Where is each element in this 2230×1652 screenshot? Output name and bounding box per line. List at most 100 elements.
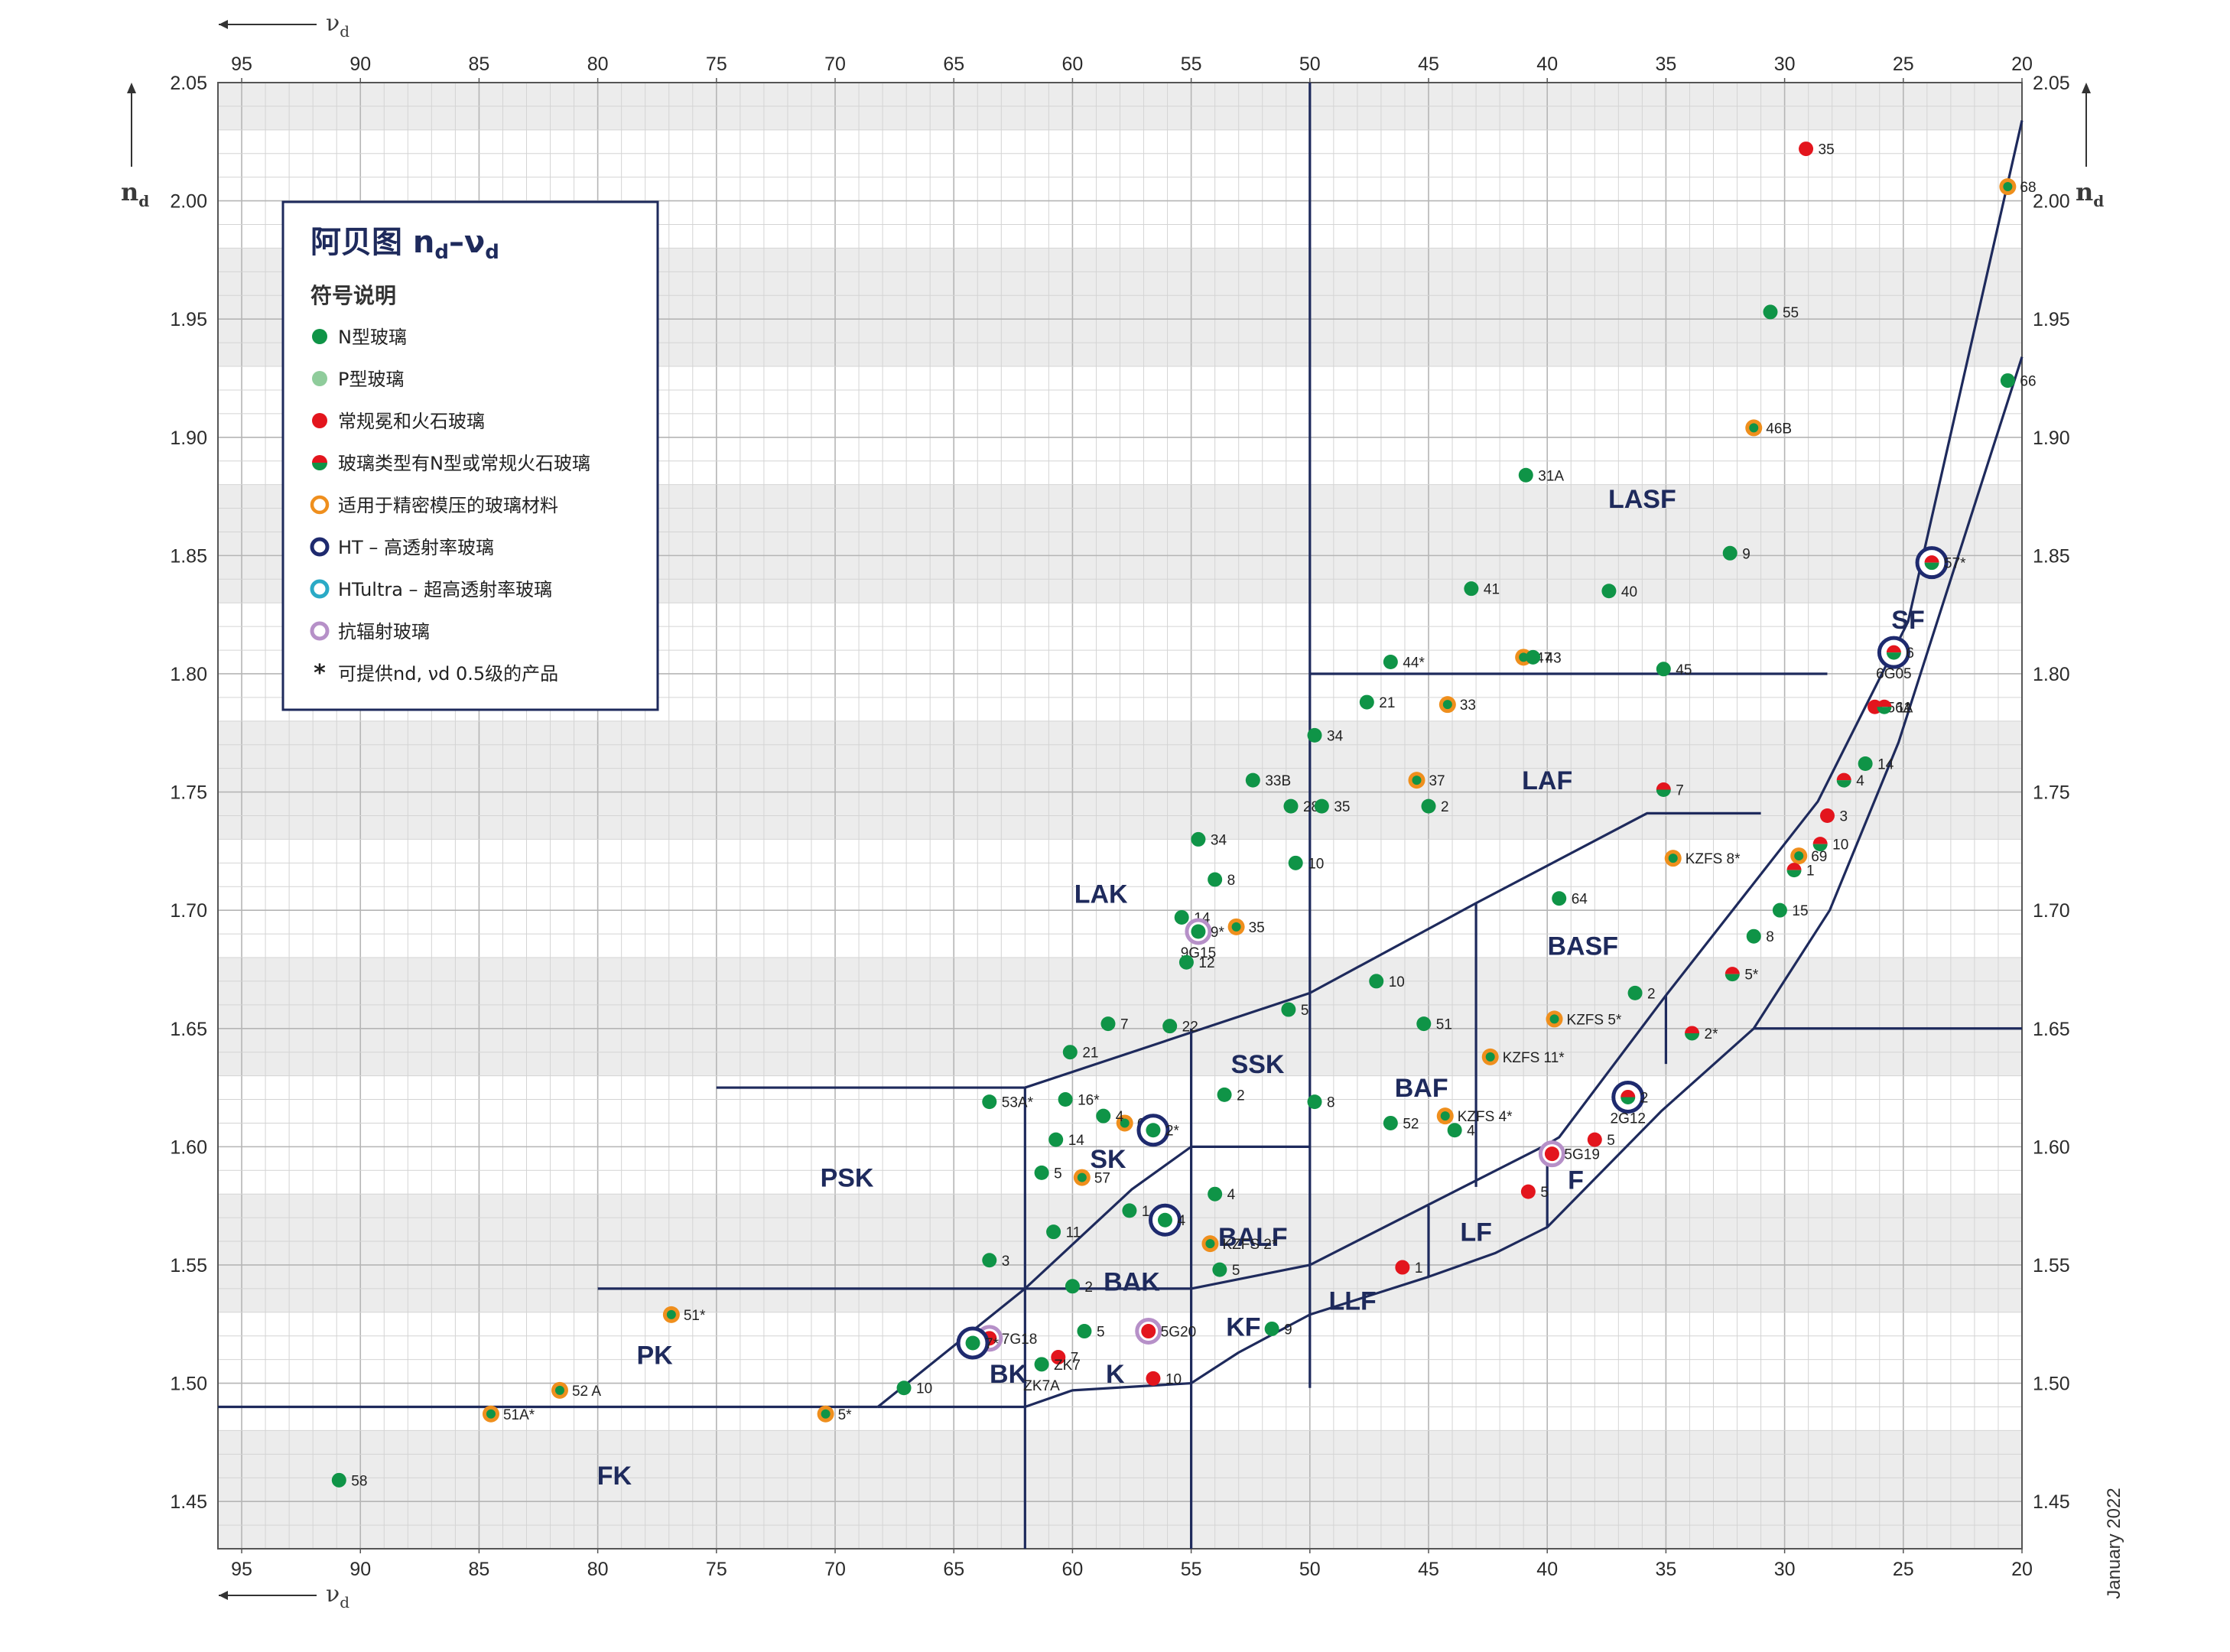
point-label: 7G18 <box>1002 1332 1037 1348</box>
x-tick-label-bottom: 85 <box>469 1559 490 1580</box>
point-label: 52 A <box>572 1384 601 1400</box>
x-axis-label: νd <box>326 1581 349 1611</box>
marker-n-type <box>1416 1016 1432 1032</box>
data-point: 57 <box>1073 1169 1110 1187</box>
data-point: 2G12 <box>1611 1111 1646 1127</box>
marker-n-type <box>331 1472 346 1488</box>
data-point: 2* <box>1136 1114 1180 1147</box>
marker-moldable-core <box>1668 854 1678 863</box>
data-point: 8 <box>1208 872 1235 889</box>
x-tick-label-top: 20 <box>2011 54 2033 75</box>
y-tick-label-left: 1.55 <box>170 1255 207 1276</box>
legend-marker <box>312 455 327 463</box>
point-label: 52 <box>1403 1116 1419 1132</box>
data-point: 31A <box>1518 467 1564 484</box>
marker-half-red <box>1886 645 1901 653</box>
point-label: 5 <box>1232 1263 1240 1279</box>
y-tick-label-right: 1.70 <box>2033 900 2070 922</box>
marker-half-red <box>1685 1026 1700 1033</box>
x-tick-label-bottom: 65 <box>943 1559 964 1580</box>
arrow-up-icon <box>127 83 136 167</box>
marker-n-type <box>1763 304 1778 320</box>
point-label: ZK7 <box>1054 1358 1081 1374</box>
x-tick-label-bottom: 35 <box>1656 1559 1677 1580</box>
marker-half-red <box>1725 967 1740 974</box>
point-label: 10 <box>1389 974 1405 990</box>
x-tick-label-top: 85 <box>469 54 490 75</box>
legend-label: HT – 高透射率玻璃 <box>338 537 494 558</box>
marker-n-type <box>1656 662 1671 677</box>
x-tick-label-top: 30 <box>1774 54 1796 75</box>
marker-n-type <box>982 1253 997 1268</box>
legend-marker <box>310 621 330 641</box>
data-point: 11 <box>1046 1224 1081 1241</box>
data-point: 12 <box>1178 954 1215 971</box>
y-tick-label-right: 2.05 <box>2033 73 2070 94</box>
legend-item-nr: 玻璃类型有N型或常规火石玻璃 <box>312 453 590 474</box>
marker-half-red <box>1877 699 1892 707</box>
marker-n-type <box>1464 581 1479 597</box>
region-label-bk: BK <box>990 1360 1028 1389</box>
legend-subtitle: 符号说明 <box>310 283 396 308</box>
marker-moldable-core <box>1077 1172 1087 1182</box>
marker-n-type <box>1421 798 1436 814</box>
marker-n-type <box>1208 1186 1223 1202</box>
marker-n-type <box>1178 954 1194 970</box>
point-label: 56A <box>1887 700 1913 716</box>
point-label: 11 <box>1066 1225 1081 1241</box>
marker-n-type <box>1034 1165 1049 1180</box>
data-point: 8 <box>1307 1094 1335 1111</box>
marker-moldable-core <box>486 1409 496 1419</box>
legend-marker <box>312 329 327 344</box>
marker-n-type <box>1722 545 1738 561</box>
data-point: 64 <box>1552 891 1588 908</box>
point-label: KZFS 4* <box>1458 1109 1513 1125</box>
x-tick-label-bottom: 70 <box>824 1559 846 1580</box>
axis-tick-labels: 9595909085858080757570706565606055555050… <box>170 54 2069 1580</box>
data-point: 33B <box>1245 772 1291 789</box>
point-label: 9* <box>1211 925 1225 941</box>
legend-marker <box>312 371 327 386</box>
marker-half-red <box>1924 555 1939 563</box>
marker-n-type <box>1048 1132 1064 1147</box>
marker-moldable-core <box>821 1409 831 1419</box>
data-point: 4 <box>1148 1203 1185 1237</box>
data-point: 21 <box>1062 1045 1098 1062</box>
region-label-pk: PK <box>637 1341 674 1370</box>
x-tick-label-bottom: 55 <box>1181 1559 1202 1580</box>
point-label: 34 <box>1327 728 1344 744</box>
y-tick-label-left: 1.80 <box>170 664 207 685</box>
region-label-f: F <box>1568 1166 1584 1195</box>
marker-n-type <box>1162 1019 1178 1034</box>
marker-n-type <box>1146 1123 1161 1138</box>
marker-n-type <box>1283 798 1299 814</box>
data-point: 35 <box>1227 918 1265 936</box>
marker-n-type <box>896 1380 912 1396</box>
data-point: 3 <box>1819 808 1848 825</box>
legend-marker <box>310 579 330 599</box>
point-label: 9 <box>1742 546 1751 562</box>
point-label: 51* <box>684 1308 706 1324</box>
point-label: 6G05 <box>1876 666 1911 682</box>
legend-marker: * <box>314 660 326 687</box>
x-tick-label-bottom: 60 <box>1062 1559 1084 1580</box>
x-tick-label-bottom: 80 <box>587 1559 609 1580</box>
data-point: 9 <box>1722 545 1751 562</box>
data-point: 58 <box>331 1472 367 1489</box>
marker-n-type <box>1858 756 1873 771</box>
y-tick-label-right: 2.00 <box>2033 191 2070 213</box>
x-tick-label-top: 50 <box>1299 54 1321 75</box>
data-point: 46B <box>1745 419 1792 437</box>
y-axis-label: nd <box>121 177 149 210</box>
point-label: 9 <box>1284 1322 1292 1338</box>
data-point: KZFS 11* <box>1481 1048 1565 1066</box>
marker-n-type <box>1122 1203 1137 1218</box>
marker-classic <box>1146 1371 1161 1386</box>
point-label: 66 <box>2020 374 2036 390</box>
data-point: 5 <box>1034 1165 1062 1182</box>
x-tick-label-top: 95 <box>231 54 252 75</box>
point-label: 10 <box>1308 856 1324 872</box>
marker-classic <box>1520 1184 1536 1199</box>
data-point: 16* <box>1058 1092 1100 1109</box>
region-label-llf: LLF <box>1329 1286 1377 1315</box>
